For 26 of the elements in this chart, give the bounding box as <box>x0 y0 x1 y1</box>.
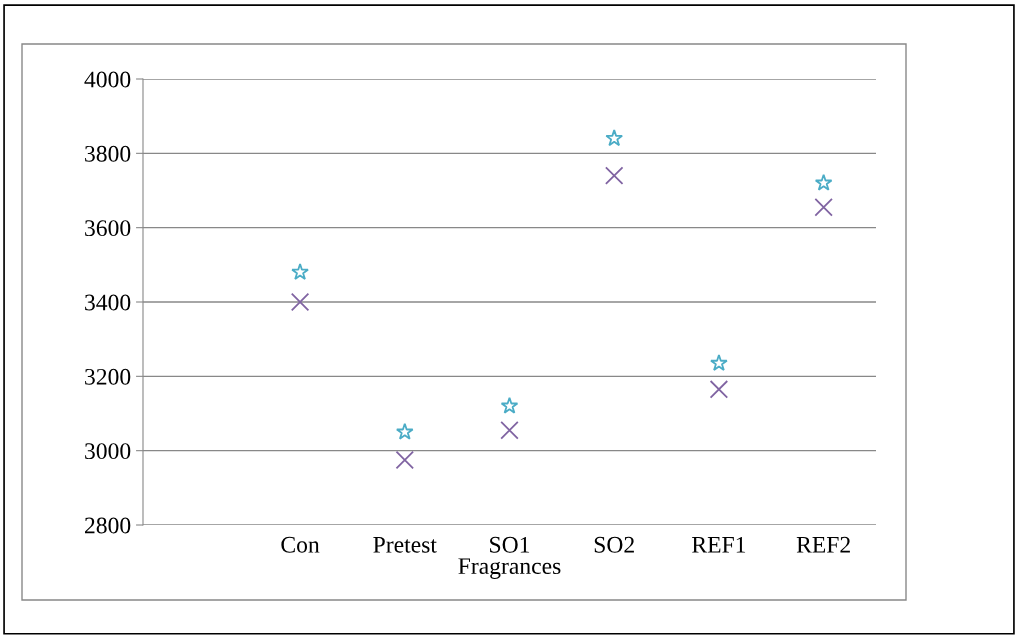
point <box>710 354 728 371</box>
point <box>605 129 624 147</box>
y-tick-label: 3200 <box>85 368 131 385</box>
point <box>500 396 519 414</box>
point <box>395 450 415 470</box>
point <box>604 166 624 185</box>
y-tick-label: 2800 <box>85 517 131 534</box>
y-tick-label: 3000 <box>85 443 131 460</box>
x-tick-label: SO1 <box>490 536 530 553</box>
y-tick-label: 3800 <box>85 145 131 162</box>
point <box>500 420 519 440</box>
point <box>814 173 833 191</box>
x-tick-label: REF1 <box>692 536 746 553</box>
point <box>290 292 310 312</box>
point <box>814 197 833 217</box>
x-tick-label: Con <box>281 536 320 553</box>
y-tick-label: 3400 <box>85 294 131 311</box>
x-axis-title: Fragrances <box>458 558 561 579</box>
point <box>395 422 414 440</box>
y-tick-label: 4000 <box>84 71 131 88</box>
point <box>291 263 309 280</box>
x-tick-label: SO2 <box>594 536 634 553</box>
point <box>709 380 729 399</box>
x-tick-label: REF2 <box>796 536 850 553</box>
x-tick-label: Pretest <box>373 537 437 553</box>
y-tick-label: 3600 <box>85 220 131 237</box>
